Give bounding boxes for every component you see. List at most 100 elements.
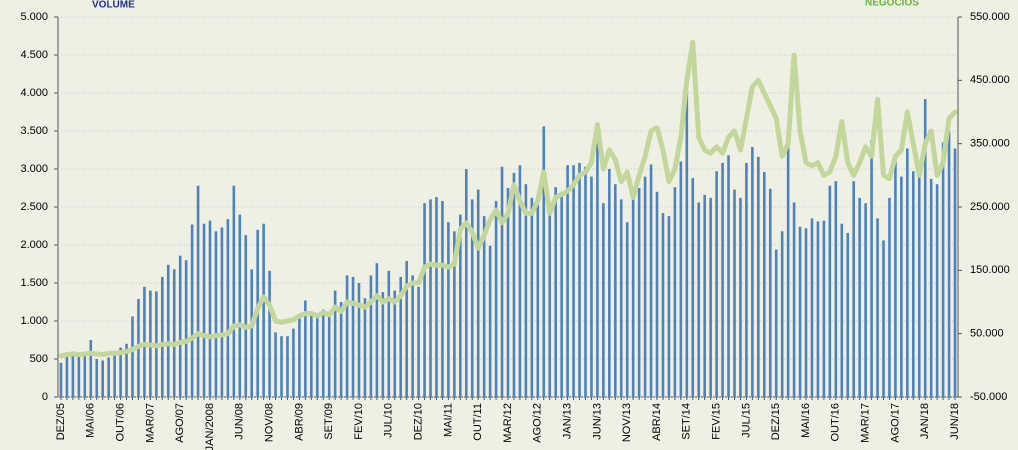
bar (816, 221, 820, 397)
bar (804, 228, 808, 397)
bar (339, 302, 343, 397)
bar (655, 191, 659, 397)
bar (232, 185, 236, 397)
y-tick-label: 500 (30, 353, 48, 365)
bar (900, 176, 903, 397)
bar (393, 290, 397, 397)
bar (751, 146, 754, 397)
bar (333, 290, 337, 397)
bar (536, 203, 540, 397)
x-tick-label: FEV/10 (353, 403, 365, 440)
bar (286, 336, 289, 397)
bar (602, 203, 605, 397)
bar (673, 187, 677, 397)
x-tick-label: MAR/12 (502, 403, 514, 443)
bar (464, 169, 468, 397)
x-tick-label: JUL/10 (383, 403, 395, 438)
bar (268, 270, 271, 397)
bar (846, 232, 850, 397)
x-tick-label: SET/14 (681, 403, 693, 440)
x-tick-label: JUN/08 (234, 403, 246, 440)
bar (858, 197, 861, 397)
bar (780, 231, 784, 397)
y2-tick-label: -50.000 (970, 391, 1007, 403)
bar (929, 178, 933, 397)
bar (357, 283, 361, 397)
bar (512, 172, 516, 397)
y-tick-label: 2.000 (20, 239, 48, 251)
y-tick-label: 4.000 (20, 87, 48, 99)
bar (369, 275, 373, 397)
bar (172, 269, 176, 397)
bar (786, 128, 790, 397)
x-tick-label: JAN/2008 (204, 403, 216, 450)
bar (834, 181, 838, 397)
plot: 0 500 1.000 1.500 2.000 2.500 3.000 3.500 4.000 4… (20, 11, 1009, 450)
bar (453, 231, 456, 397)
x-tick-label: JAN/18 (919, 403, 931, 439)
bar (125, 343, 128, 397)
bar (178, 255, 182, 397)
bar (447, 222, 450, 397)
y-tick-label: 1.500 (20, 277, 48, 289)
bar (530, 197, 534, 397)
x-tick-label: MAR/07 (144, 403, 156, 443)
bar (876, 218, 879, 397)
bar (554, 187, 557, 397)
bar (310, 313, 313, 397)
bar (488, 245, 492, 397)
x-tick-label: AGO/07 (174, 403, 186, 443)
bar (244, 235, 248, 397)
bar (226, 219, 230, 397)
bar (161, 276, 164, 397)
bar (208, 220, 212, 397)
x-tick-label: JUN/18 (949, 403, 961, 440)
x-tick-label: SET/09 (323, 403, 335, 440)
bar (89, 340, 93, 397)
bar (572, 165, 575, 397)
bar (792, 202, 796, 397)
y2-tick-label: 550.000 (970, 11, 1010, 23)
bar (584, 166, 587, 397)
bar (661, 213, 665, 397)
bar (143, 286, 146, 397)
bar (649, 164, 653, 397)
bar (757, 156, 760, 397)
line (58, 39, 958, 359)
x-tick-label: DEZ/15 (770, 403, 782, 440)
bar (298, 314, 301, 397)
bar (280, 336, 283, 397)
bar (71, 351, 75, 397)
y2-tick-label: 250.000 (970, 201, 1010, 213)
bar (709, 197, 712, 397)
bar (304, 300, 307, 397)
x-tick-label: MAR/17 (860, 403, 872, 443)
bar (441, 200, 444, 397)
bar (560, 191, 563, 397)
bar (315, 313, 319, 397)
x-tick-label: MAI/16 (800, 403, 812, 438)
bar (667, 216, 671, 397)
bar (196, 185, 200, 397)
bar (739, 197, 742, 397)
bar (459, 214, 462, 397)
y2-tick-label: 350.000 (970, 138, 1010, 150)
x-tick-label: ABR/14 (651, 403, 663, 441)
bar (411, 275, 414, 397)
bar (77, 352, 81, 397)
bar (220, 227, 224, 397)
bar (679, 161, 683, 397)
bar (906, 148, 909, 397)
bar (894, 161, 897, 397)
bar (500, 166, 504, 397)
bar (911, 171, 915, 397)
bar (184, 260, 188, 397)
bar (864, 203, 867, 397)
bar (840, 223, 844, 397)
x-tick-label: FEV/15 (711, 403, 723, 440)
y2-tick-label: 150.000 (970, 264, 1010, 276)
bar (387, 270, 391, 397)
bar (917, 175, 921, 397)
bar (691, 178, 695, 397)
